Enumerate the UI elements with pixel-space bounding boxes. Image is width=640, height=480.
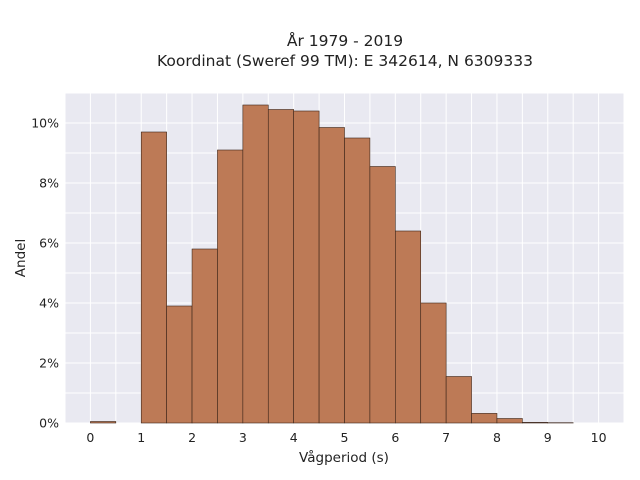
histogram-bar: [318, 127, 345, 424]
histogram-bar: [471, 413, 498, 424]
histogram-bar: [191, 248, 218, 424]
y-tick-label: 0%: [39, 416, 59, 431]
x-axis-label: Vågperiod (s): [299, 449, 389, 466]
histogram-bar: [395, 230, 422, 424]
chart-title-line-2: Koordinat (Sweref 99 TM): E 342614, N 63…: [157, 52, 533, 70]
x-tick-label: 4: [290, 430, 298, 445]
y-tick-labels: 0% 2% 4% 6% 8% 10%: [31, 116, 59, 431]
y-tick-label: 10%: [31, 116, 59, 131]
x-tick-label: 1: [137, 430, 145, 445]
y-tick-label: 6%: [39, 236, 59, 251]
histogram-bar: [140, 131, 167, 424]
histogram-bar: [445, 376, 472, 424]
histogram-bar: [242, 104, 269, 424]
histogram-bar: [344, 137, 371, 424]
histogram-bar: [496, 418, 523, 424]
x-tick-label: 9: [544, 430, 552, 445]
histogram-bar: [267, 109, 294, 424]
y-axis-label: Andel: [13, 239, 29, 277]
y-tick-label: 8%: [39, 176, 59, 191]
x-tick-label: 0: [86, 430, 94, 445]
y-tick-label: 2%: [39, 356, 59, 371]
x-tick-label: 3: [239, 430, 247, 445]
histogram-bar: [420, 302, 447, 424]
x-tick-label: 7: [442, 430, 450, 445]
x-tick-label: 6: [391, 430, 399, 445]
histogram-bar: [522, 422, 549, 424]
histogram-bar: [293, 110, 320, 424]
bars: [90, 104, 574, 424]
histogram-bar: [166, 305, 193, 424]
histogram-bar: [90, 421, 117, 424]
y-tick-label: 4%: [39, 296, 59, 311]
x-tick-label: 10: [591, 430, 607, 445]
x-tick-label: 8: [493, 430, 501, 445]
x-tick-labels: 0 1 2 3 4 5 6 7 8 9 10: [86, 430, 606, 445]
x-tick-label: 2: [188, 430, 196, 445]
histogram-bar: [369, 166, 396, 424]
chart-title-line-1: År 1979 - 2019: [287, 31, 403, 50]
histogram-bar: [217, 149, 244, 424]
x-tick-label: 5: [341, 430, 349, 445]
